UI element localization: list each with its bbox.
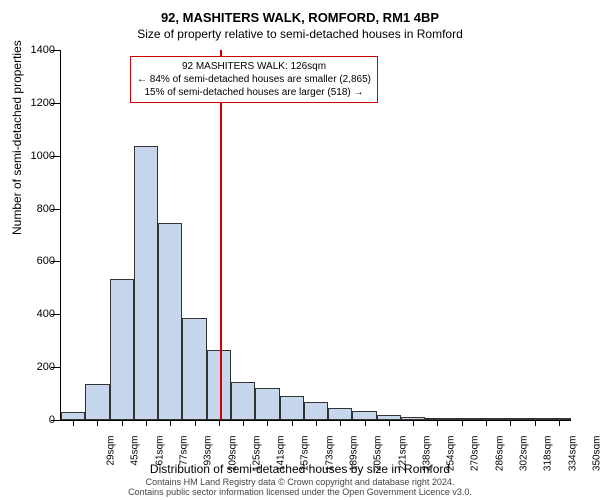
x-tick [73, 420, 74, 426]
y-tick-label: 1000 [19, 150, 55, 162]
x-tick [219, 420, 220, 426]
x-tick [559, 420, 560, 426]
x-tick [243, 420, 244, 426]
x-tick [122, 420, 123, 426]
histogram-bar [280, 396, 304, 420]
callout-line-3: 15% of semi-detached houses are larger (… [137, 86, 371, 99]
x-axis-label: Distribution of semi-detached houses by … [0, 462, 600, 476]
x-tick [389, 420, 390, 426]
histogram-bar [352, 411, 376, 420]
histogram-bar [207, 350, 231, 420]
histogram-bar [182, 318, 206, 420]
y-tick-label: 400 [19, 308, 55, 320]
x-tick [195, 420, 196, 426]
x-tick [365, 420, 366, 426]
histogram-bar [61, 412, 85, 420]
x-tick [97, 420, 98, 426]
histogram-bar [110, 279, 134, 420]
histogram-bar [134, 146, 158, 420]
y-tick-label: 0 [19, 414, 55, 426]
y-tick-label: 1200 [19, 97, 55, 109]
x-tick [510, 420, 511, 426]
histogram-bar [304, 402, 328, 421]
x-tick [462, 420, 463, 426]
footer-attribution: Contains HM Land Registry data © Crown c… [0, 478, 600, 498]
histogram-bar [158, 223, 182, 420]
plot-region: 020040060080010001200140029sqm45sqm61sqm… [60, 50, 571, 421]
x-tick [267, 420, 268, 426]
x-tick [486, 420, 487, 426]
x-tick [316, 420, 317, 426]
histogram-bar [231, 382, 255, 420]
histogram-bar [255, 388, 279, 420]
footer-line-2: Contains public sector information licen… [0, 488, 600, 498]
x-tick [170, 420, 171, 426]
x-tick [146, 420, 147, 426]
chart-title: 92, MASHITERS WALK, ROMFORD, RM1 4BP [0, 0, 600, 25]
histogram-bar [85, 384, 109, 420]
x-tick [292, 420, 293, 426]
callout-line-2: ← 84% of semi-detached houses are smalle… [137, 73, 371, 86]
y-tick-label: 600 [19, 255, 55, 267]
histogram-bar [328, 408, 352, 420]
y-tick-label: 800 [19, 203, 55, 215]
chart-subtitle: Size of property relative to semi-detach… [0, 25, 600, 45]
x-tick [340, 420, 341, 426]
callout-line-1: 92 MASHITERS WALK: 126sqm [137, 60, 371, 73]
x-tick [535, 420, 536, 426]
chart-area: 020040060080010001200140029sqm45sqm61sqm… [60, 50, 570, 420]
x-tick [437, 420, 438, 426]
callout-box: 92 MASHITERS WALK: 126sqm ← 84% of semi-… [130, 56, 378, 103]
y-tick-label: 1400 [19, 44, 55, 56]
x-tick [413, 420, 414, 426]
separator-line [220, 50, 222, 420]
y-tick-label: 200 [19, 361, 55, 373]
